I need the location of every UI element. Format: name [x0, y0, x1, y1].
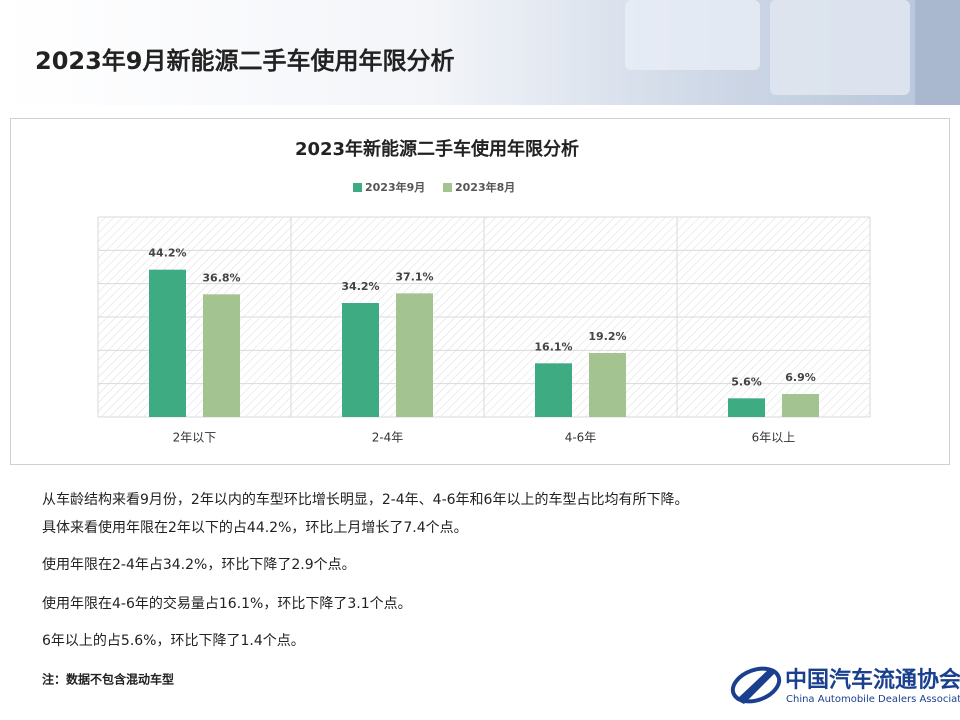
value-label: 6.9% — [785, 371, 816, 384]
bar — [342, 303, 379, 417]
bar — [589, 353, 626, 417]
legend-swatch — [443, 183, 452, 192]
logo-icon — [730, 666, 782, 704]
value-label: 16.1% — [534, 340, 572, 353]
x-tick-label: 4-6年 — [565, 431, 597, 445]
logo: 中国汽车流通协会 China Automobile Dealers Associ… — [730, 666, 960, 705]
bar — [203, 294, 240, 417]
text-block: 从车龄结构来看9月份，2年以内的车型环比增长明显，2-4年、4-6年和6年以上的… — [42, 491, 688, 649]
page-title: 2023年9月新能源二手车使用年限分析 — [35, 47, 455, 75]
value-label: 37.1% — [395, 270, 433, 283]
value-label: 34.2% — [341, 280, 379, 293]
value-label: 36.8% — [202, 271, 240, 284]
paragraph: 使用年限在4-6年的交易量占16.1%，环比下降了3.1个点。 — [42, 595, 412, 612]
bar — [149, 269, 186, 417]
logo-name: 中国汽车流通协会 — [785, 667, 960, 693]
header-deco — [625, 0, 760, 70]
paragraph: 6年以上的占5.6%，环比下降了1.4个点。 — [42, 633, 305, 649]
header-deco — [770, 0, 910, 95]
bar — [782, 394, 819, 417]
logo-icon — [736, 668, 776, 704]
paragraph: 具体来看使用年限在2年以下的占44.2%，环比上月增长了7.4个点。 — [42, 519, 468, 536]
plot: 2023年9月 2023年8月 2年以下 44.2% 36.8% 2-4年 34.2% 37.… — [97, 180, 871, 445]
x-tick-label: 6年以上 — [752, 431, 796, 445]
bar — [728, 398, 765, 417]
value-label: 44.2% — [148, 247, 186, 260]
x-tick-label: 2年以下 — [173, 431, 217, 445]
note: 注：数据不包含混动车型 — [42, 672, 174, 687]
paragraph: 使用年限在2-4年占34.2%，环比下降了2.9个点。 — [42, 556, 356, 573]
paragraph: 从车龄结构来看9月份，2年以内的车型环比增长明显，2-4年、4-6年和6年以上的… — [42, 491, 688, 508]
header-deco — [915, 0, 960, 105]
x-tick-label: 2-4年 — [372, 431, 404, 445]
value-label: 19.2% — [588, 330, 626, 343]
value-label: 5.6% — [731, 375, 762, 388]
logo-english: China Automobile Dealers Association — [786, 694, 960, 705]
bar — [396, 293, 433, 417]
legend-swatch — [353, 183, 362, 192]
bar — [535, 363, 572, 417]
chart-title: 2023年新能源二手车使用年限分析 — [295, 138, 579, 160]
legend-label: 2023年8月 — [455, 180, 515, 194]
legend-label: 2023年9月 — [365, 180, 425, 194]
